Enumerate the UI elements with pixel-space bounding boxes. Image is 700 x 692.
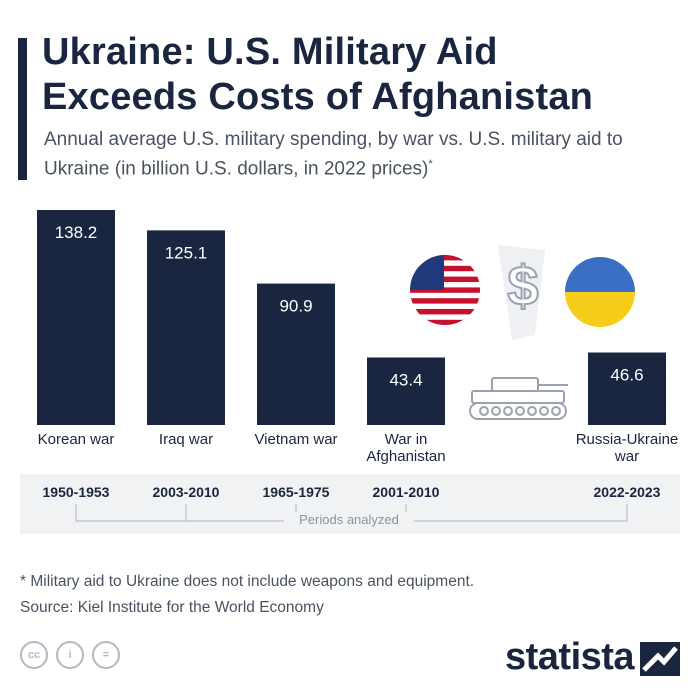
tank-icon — [469, 377, 568, 420]
period-label-1: 2003-2010 — [152, 484, 220, 500]
category-label-1: Iraq war — [158, 431, 214, 448]
subtitle-footnote-mark: * — [428, 158, 433, 170]
bar-value-label-0: 138.2 — [55, 223, 98, 242]
license-icons: cc i = — [20, 641, 120, 669]
us-flag-icon — [410, 255, 480, 325]
cc-icon[interactable]: cc — [20, 641, 48, 669]
bar-1 — [147, 230, 225, 425]
no-derivatives-icon[interactable]: = — [92, 641, 120, 669]
source-note: Source: Kiel Institute for the World Eco… — [20, 599, 324, 616]
bar-value-label-2: 90.9 — [279, 297, 312, 316]
chart-subtitle: Annual average U.S. military spending, b… — [44, 128, 684, 181]
category-label-3: War in Afghanistan — [366, 431, 446, 465]
period-label-2: 1965-1975 — [262, 484, 330, 500]
footnote: * Military aid to Ukraine does not inclu… — [20, 573, 475, 590]
statista-logo[interactable]: statista — [505, 636, 635, 678]
bar-value-label-1: 125.1 — [165, 243, 208, 262]
category-label-0: Korean war — [37, 431, 115, 448]
svg-text:$: $ — [507, 254, 538, 317]
period-label-4: 2022-2023 — [593, 484, 661, 500]
statista-logo-mark-icon — [640, 642, 680, 676]
bar-4 — [588, 352, 666, 425]
category-label-2: Vietnam war — [254, 431, 338, 448]
bar-value-label-3: 43.4 — [389, 370, 422, 389]
category-label-4: Russia-Ukraine war — [575, 431, 679, 465]
subtitle-text: Annual average U.S. military spending, b… — [44, 129, 623, 180]
bar-3 — [367, 357, 445, 425]
bar-chart: 138.2 125.1 90.9 43.4 46.6 $ — [37, 210, 666, 425]
bar-0 — [37, 210, 115, 425]
chart-title: Ukraine: U.S. Military Aid Exceeds Costs… — [42, 31, 594, 118]
periods-caption: Periods analyzed — [284, 512, 414, 527]
period-label-3: 2001-2010 — [372, 484, 440, 500]
period-label-0: 1950-1953 — [42, 484, 110, 500]
title-accent-bar — [18, 38, 27, 180]
attribution-icon[interactable]: i — [56, 641, 84, 669]
bar-value-label-4: 46.6 — [610, 366, 643, 385]
dollar-sign-icon: $ — [498, 245, 545, 340]
bar-2 — [257, 283, 335, 425]
ukraine-flag-icon — [565, 257, 635, 327]
bars-layer: 138.2 125.1 90.9 43.4 46.6 — [37, 210, 666, 425]
